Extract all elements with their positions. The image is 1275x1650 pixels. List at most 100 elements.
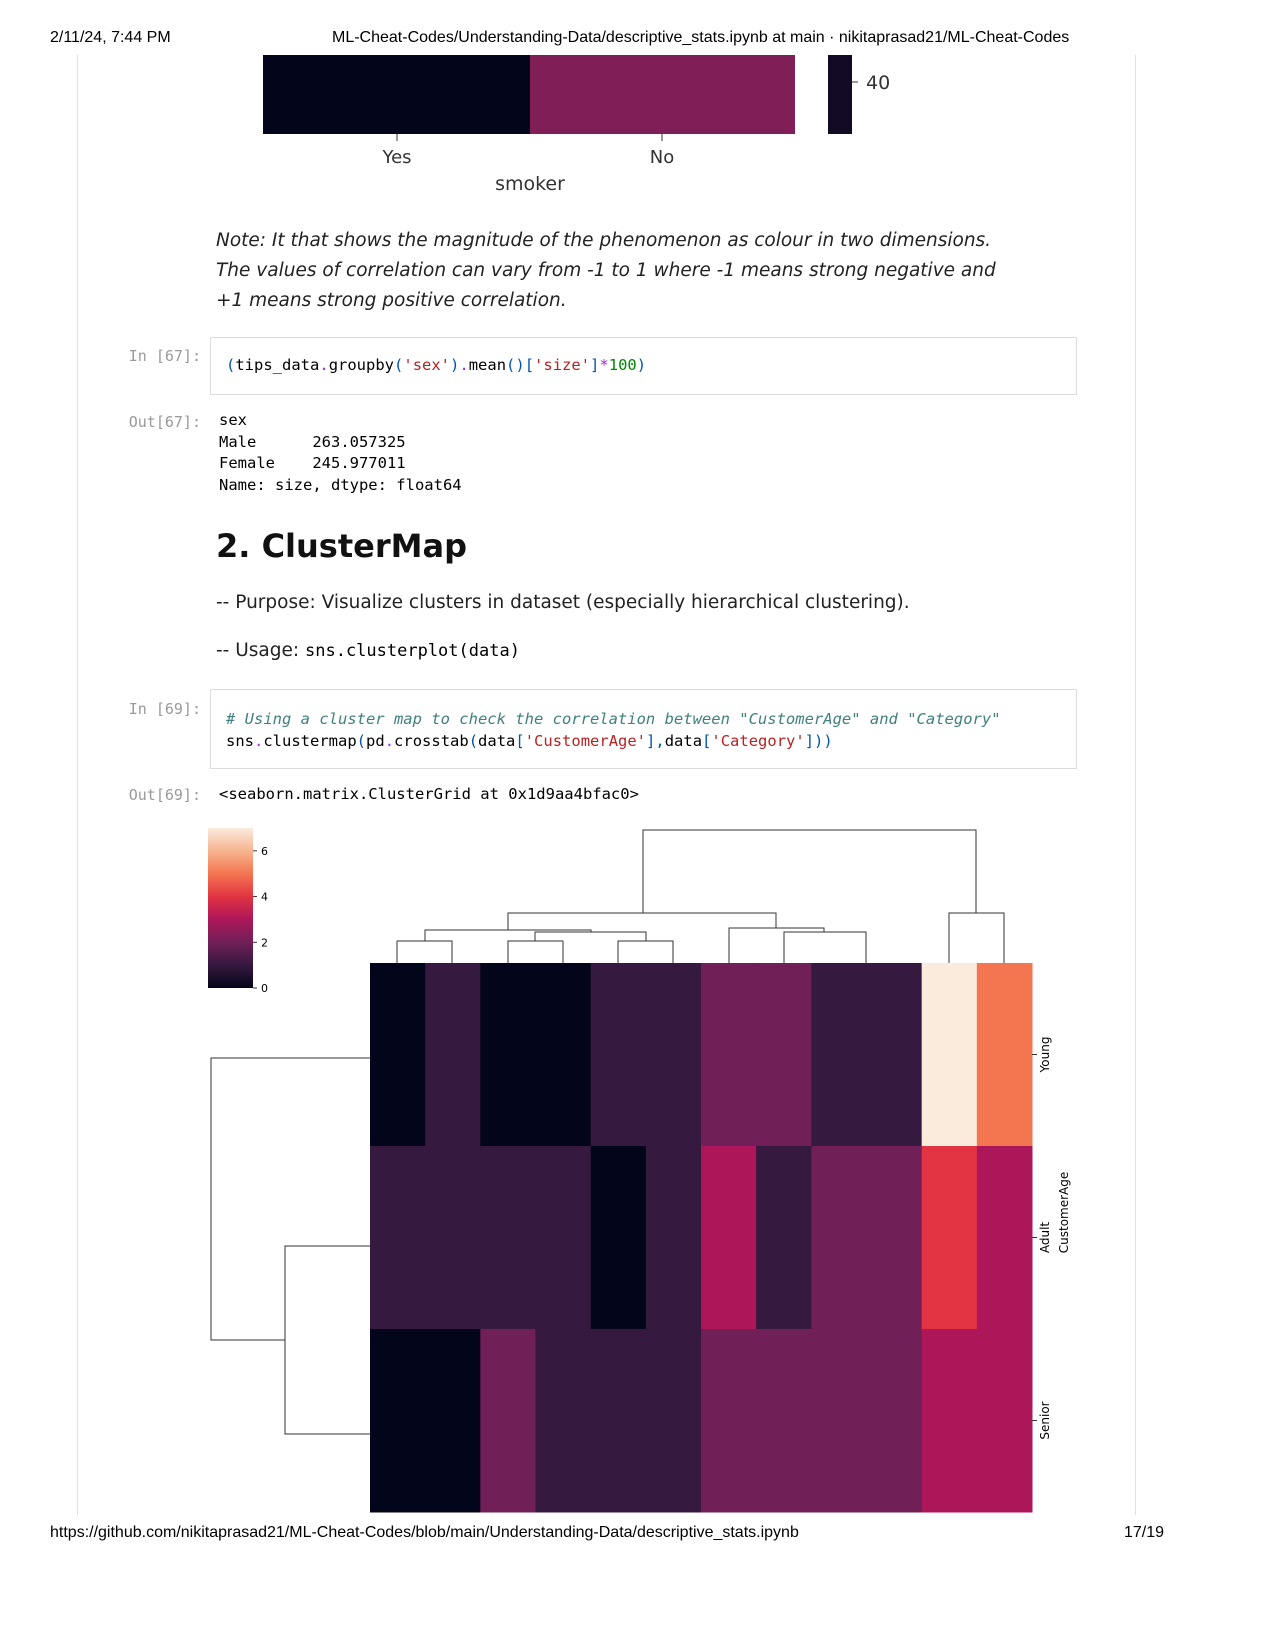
heat-cell [921,1329,978,1513]
code-token: clustermap [263,732,357,750]
in-prompt: In [69]: [128,700,201,718]
clustermap: Young Adult Senior CustomerAge 0 2 4 6 [208,828,1071,1513]
code-token: 'size' [534,356,591,374]
code-token: crosstab [394,732,469,750]
code-token: sns [226,732,254,750]
code-token: ) [636,356,647,374]
colorbar-tick-label: 6 [261,845,268,858]
code: # Using a cluster map to check the corre… [226,708,1076,752]
code-token: tips_data [235,356,320,374]
heat-cell [976,1329,1033,1513]
section-heading: 2. ClusterMap [216,527,467,565]
code-token: * [599,356,609,374]
heat-cell [756,1329,812,1513]
usage: -- Usage: sns.clusterplot(data) [216,640,520,661]
heat-cell [811,963,867,1147]
heat-cell [756,963,812,1147]
colorbar-tick-label: 40 [866,72,890,94]
purpose: -- Purpose: Visualize clusters in datase… [216,592,910,613]
heat-cell [425,1146,481,1330]
code-token: groupby [328,356,395,374]
right-border [1135,55,1136,1515]
page-number: 17/19 [1124,1524,1165,1541]
code-line: # Using a cluster map to check the corre… [226,708,1076,730]
code-token: # Using a cluster map to check the corre… [226,710,1001,728]
heat-cell [921,963,978,1147]
heat-cell [590,1329,647,1513]
heat-cell [535,1329,592,1513]
x-axis-label: smoker [495,173,565,195]
code-token: ], [646,732,665,750]
code-token: ( [356,732,367,750]
code-token: ()[ [506,356,535,374]
heat-cell [370,1146,426,1330]
code-token: 'Category' [711,732,805,750]
colorbar-tick-label: 2 [261,936,268,949]
code-token: ( [394,356,404,374]
code-token: 'CustomerAge' [524,732,647,750]
output: <seaborn.matrix.ClusterGrid at 0x1d9aa4b… [219,784,639,806]
heat-cell [535,1146,592,1330]
output-line: sex [219,411,247,429]
out-prompt: Out[69]: [128,786,201,804]
colorbar [208,828,253,988]
row-axis-label: CustomerAge [1057,1172,1071,1254]
heat-cell [480,1146,536,1330]
heat-cell [921,1146,978,1330]
code-token: . [254,732,264,750]
heat-cell [535,963,592,1147]
heat-cell [645,1146,702,1330]
output-line: Female 245.977011 [219,454,406,472]
colorbar-tick-label: 0 [261,982,268,995]
left-border [77,55,78,1515]
row-label: Adult [1038,1222,1052,1254]
heat-cell [976,1146,1033,1330]
code-token: mean [468,356,507,374]
heat-cell [701,1146,757,1330]
heat-cell [530,55,795,134]
heat-cell [263,55,530,134]
colorbar [828,55,852,134]
code-token: ( [468,732,479,750]
print-url: https://github.com/nikitaprasad21/ML-Che… [50,1524,799,1541]
heat-cell [866,1146,923,1330]
code-token: . [459,356,469,374]
output-line: Name: size, dtype: float64 [219,475,462,494]
top-figure: 40 Yes No smoker [263,55,890,195]
row-label: Senior [1038,1401,1052,1439]
row-label: Young [1038,1037,1052,1074]
usage-label: -- Usage: [216,640,300,661]
heat-cell [756,1146,812,1330]
input-cell: (tips_data.groupby('sex').mean()['size']… [210,337,1077,395]
code-token: . [384,732,395,750]
heat-cell [480,1329,536,1513]
heat-cell [590,963,647,1147]
x-tick-label: Yes [381,147,411,168]
out-prompt: Out[67]: [128,413,201,431]
note: Note: It that shows the magnitude of the… [216,230,996,311]
input-cell: # Using a cluster map to check the corre… [210,689,1077,769]
heat-cell [590,1146,647,1330]
heat-cell [645,963,702,1147]
heat-cell [811,1329,867,1513]
row-dendrogram [210,1057,370,1435]
column-dendrogram [396,829,1005,963]
heat-cell [701,1329,757,1513]
code-token: pd [366,732,385,750]
output: sex Male 263.057325 Female 245.977011 Name:… [219,410,462,496]
in-prompt: In [67]: [128,347,201,365]
heat-cell [425,963,481,1147]
code-token: [ [702,732,712,750]
output-line: Male 263.057325 [219,432,406,451]
code-token: . [319,356,329,374]
heat-cell [811,1146,867,1330]
print-datetime: 2/11/24, 7:44 PM [50,29,171,46]
code-token: ])) [804,732,833,750]
heat-cell [866,963,923,1147]
code-token: ( [226,356,236,374]
code-line: sns.clustermap(pd.crosstab(data['Custome… [226,730,1076,752]
code-line: (tips_data.groupby('sex').mean()['size']… [226,354,1076,376]
code: (tips_data.groupby('sex').mean()['size']… [226,354,1076,376]
code-token: 'sex' [403,356,451,374]
